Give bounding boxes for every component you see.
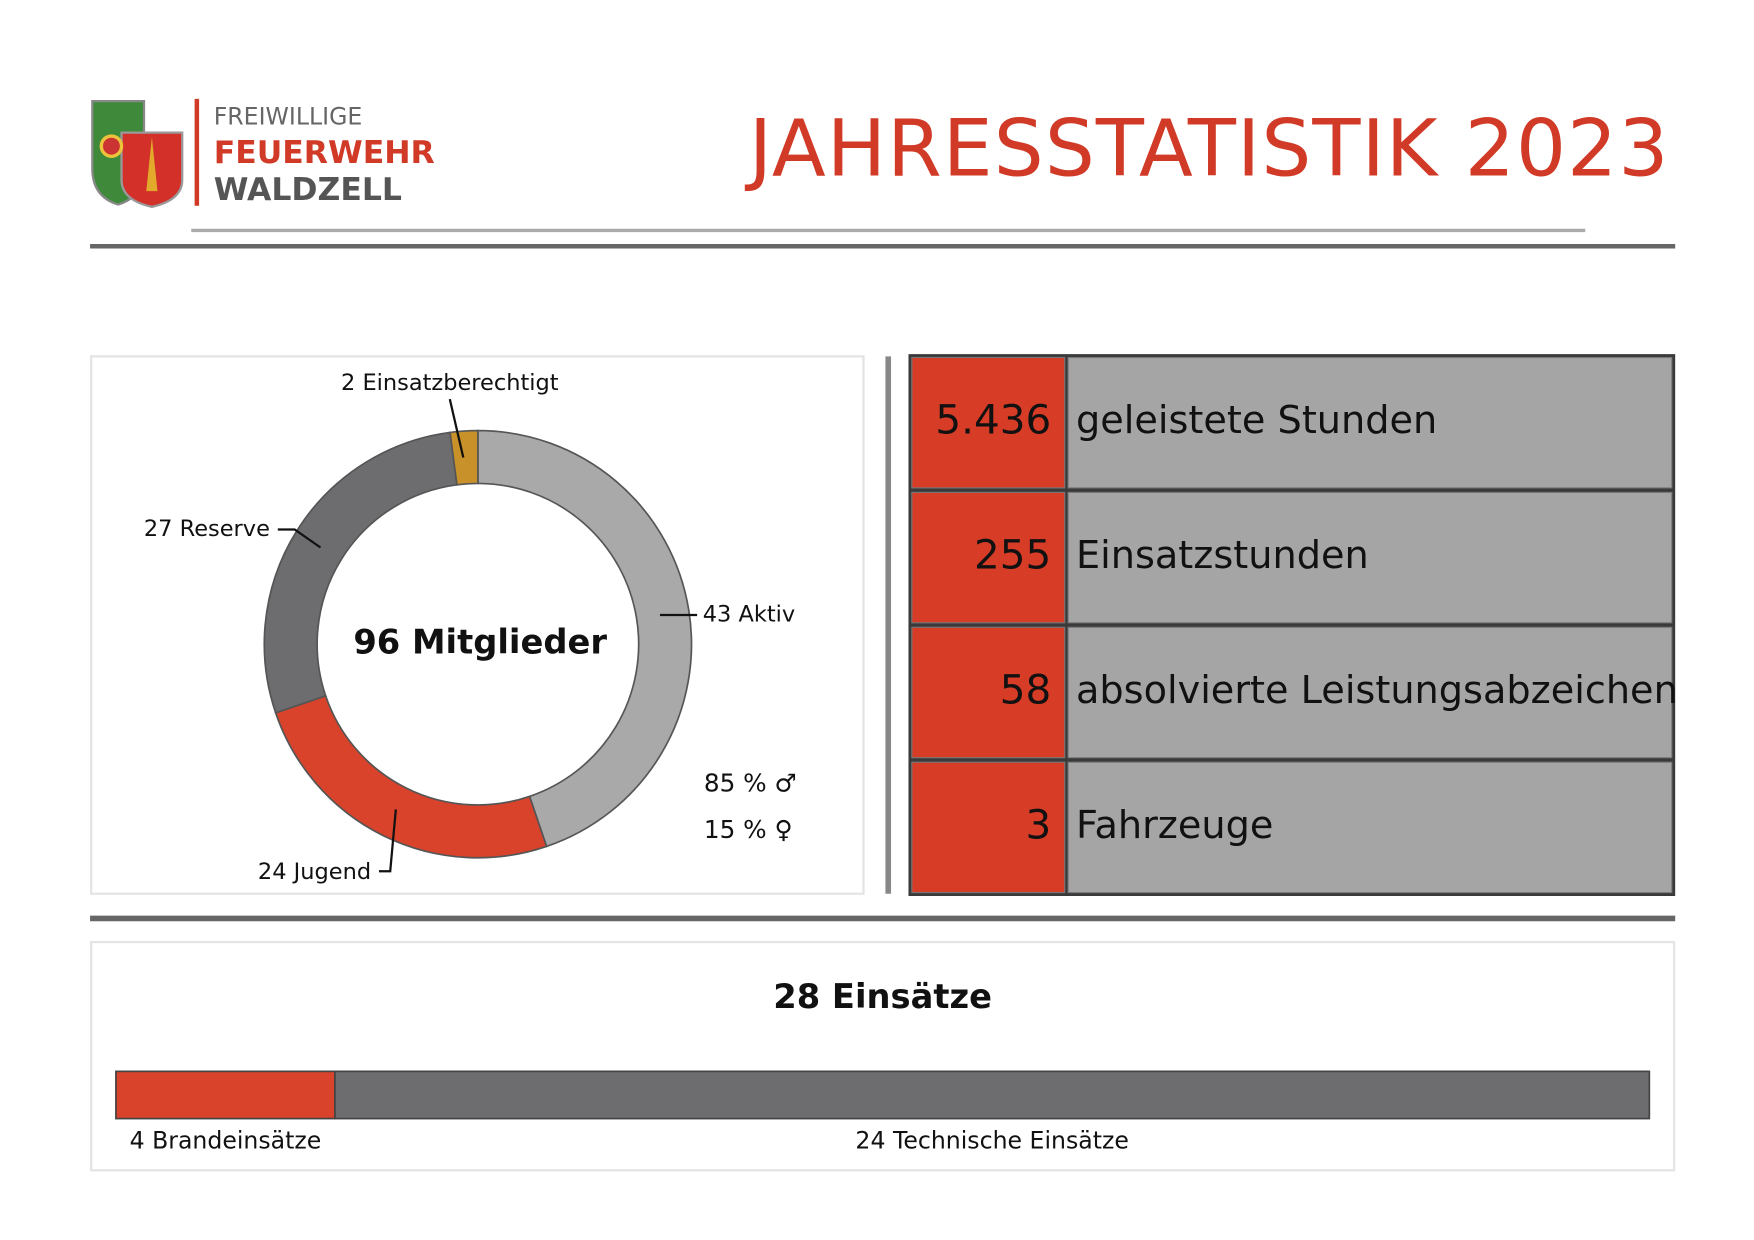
annotation: 85 % ♂ [704,769,797,798]
stat-value: 58 [1000,666,1051,714]
logo-line: WALDZELL [214,172,402,208]
donut-chart: 43 Aktiv 24 Jugend 27 Reserve 2 Einsatzbere… [144,370,797,885]
donut-segment [477,429,693,848]
stat-label: Einsatzstunden [1076,534,1369,578]
bar-chart: 28 Einsätze 4 Brandeinsätze 24 Technische … [115,977,1651,1155]
stat-value: 3 [1026,800,1052,848]
stat-label-cell [1067,626,1673,759]
chart-title: 28 Einsätze [773,977,992,1016]
stat-value-cell [911,626,1066,759]
data-label: 2 Einsatzberechtigt [341,370,559,396]
stat-value-cell [911,491,1066,624]
stat-value: 5.436 [935,396,1051,444]
leader-line [277,528,322,549]
logo: FREIWILLIGE FEUERWEHR WALDZELL [91,98,435,208]
stat-label-cell [1067,491,1673,624]
leader-line [378,809,397,873]
center-label: 96 Mitglieder [353,623,607,662]
bar-segment [115,1070,336,1120]
logo-line: FEUERWEHR [214,135,435,171]
data-label: 24 Technische Einsätze [855,1127,1128,1155]
page-title: JAHRESSTATISTIK 2023 [744,103,1670,195]
data-label: 43 Aktiv [703,601,795,627]
stat-value-cell [911,356,1066,489]
bar-segment [334,1070,1651,1120]
leader-line [448,398,465,458]
annotation: 15 % ♀ [704,815,793,844]
logo-line: FREIWILLIGE [214,103,363,131]
data-label: 27 Reserve [144,516,270,542]
data-label: 24 Jugend [258,859,371,885]
stat-label-cell [1067,761,1673,894]
stat-value-cell [911,761,1066,894]
stats-table: 5.436 geleistete Stunden 255 Einsatzstunden… [908,354,1678,896]
donut-segment [449,429,479,486]
stat-label-cell [1067,356,1673,489]
stat-value: 255 [974,531,1051,579]
stat-label: geleistete Stunden [1076,399,1437,443]
data-label: 4 Brandeinsätze [130,1127,322,1155]
bar-panel [90,940,1676,1172]
stat-label: Fahrzeuge [1076,804,1273,848]
stat-label: absolvierte Leistungsabzeichen [1076,669,1678,713]
